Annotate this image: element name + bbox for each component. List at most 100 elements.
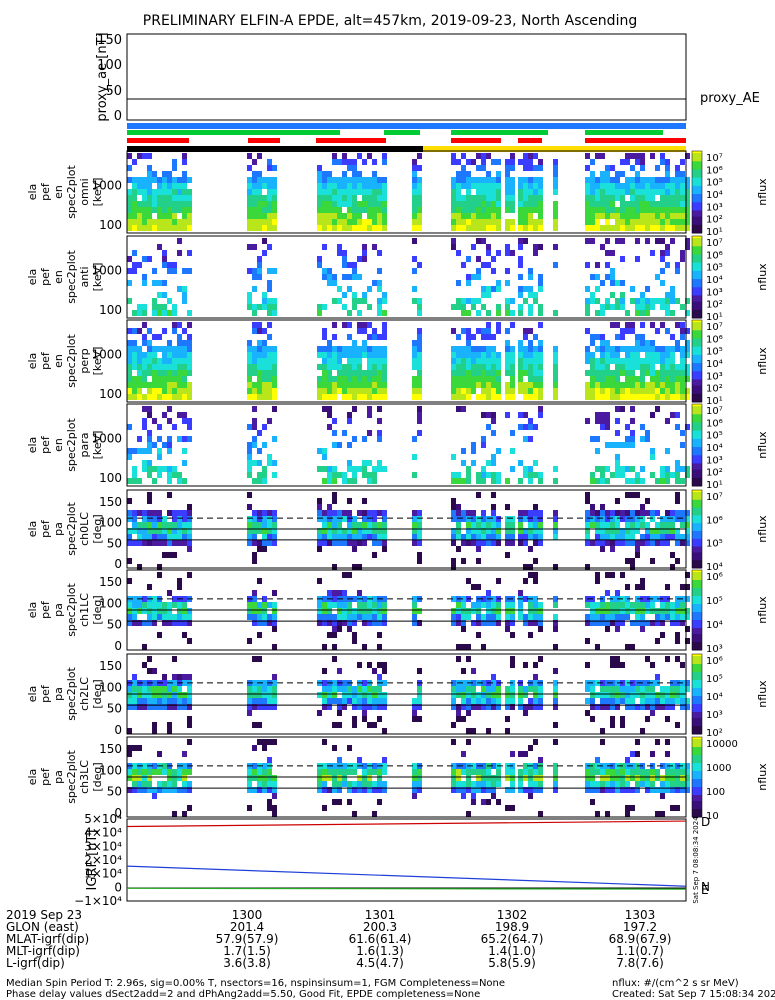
heatmap-cell	[553, 686, 558, 692]
heatmap-cell	[152, 334, 157, 340]
heatmap-cell	[332, 492, 337, 498]
heatmap-cell	[610, 769, 615, 775]
heatmap-cell	[187, 608, 192, 614]
heatmap-cell	[247, 454, 252, 460]
heatmap-cell	[357, 322, 362, 328]
heatmap-cell	[538, 406, 543, 412]
colorbar-cell	[692, 246, 702, 249]
heatmap-cell	[585, 328, 590, 334]
heatmap-cell	[675, 769, 680, 775]
heatmap-cell	[377, 418, 382, 424]
heatmap-cell	[615, 334, 620, 340]
heatmap-cell	[533, 472, 538, 478]
heatmap-cell	[252, 352, 257, 358]
heatmap-cell	[476, 704, 481, 710]
heatmap-cell	[680, 584, 685, 590]
heatmap-cell	[670, 225, 675, 231]
heatmap-cell	[152, 177, 157, 183]
heatmap-cell	[267, 534, 272, 540]
colorbar-cell	[692, 244, 702, 247]
heatmap-cell	[660, 358, 665, 364]
heatmap-cell	[327, 171, 332, 177]
colorbar-cell	[692, 256, 702, 260]
heatmap-cell	[177, 177, 182, 183]
heatmap-cell	[590, 370, 595, 376]
heatmap-cell	[272, 376, 277, 382]
heatmap-cell	[451, 698, 456, 704]
heatmap-cell	[640, 165, 645, 171]
heatmap-cell	[327, 207, 332, 213]
heatmap-cell	[660, 534, 665, 540]
heatmap-cell	[167, 442, 172, 448]
heatmap-cell	[528, 177, 533, 183]
heatmap-cell	[685, 763, 690, 769]
heatmap-cell	[476, 328, 481, 334]
heatmap-cell	[456, 334, 461, 340]
heatmap-cell	[167, 540, 172, 546]
heatmap-cell	[528, 564, 533, 570]
heatmap-cell	[528, 346, 533, 352]
heatmap-cell	[533, 388, 538, 394]
heatmap-cell	[655, 238, 660, 244]
heatmap-cell	[660, 388, 665, 394]
heatmap-cell	[137, 394, 142, 400]
heatmap-cell	[505, 358, 510, 364]
heatmap-cell	[337, 781, 342, 787]
heatmap-cell	[252, 775, 257, 781]
heatmap-cell	[367, 225, 372, 231]
heatmap-cell	[553, 626, 558, 632]
heatmap-cell	[352, 620, 357, 626]
heatmap-cell	[553, 596, 558, 602]
heatmap-cell	[486, 698, 491, 704]
colorbar-cell	[692, 283, 702, 286]
heatmap-cell	[162, 608, 167, 614]
heatmap-cell	[625, 328, 630, 334]
heatmap-cell	[533, 510, 538, 516]
colorbar-tick: 10²	[706, 215, 723, 226]
heatmap-cell	[412, 596, 417, 602]
heatmap-cell	[262, 177, 267, 183]
heatmap-cell	[382, 757, 387, 763]
heatmap-cell	[461, 328, 466, 334]
heatmap-cell	[635, 207, 640, 213]
heatmap-cell	[466, 177, 471, 183]
heatmap-cell	[486, 424, 491, 430]
heatmap-cell	[132, 189, 137, 195]
heatmap-cell	[352, 225, 357, 231]
colorbar-cell	[692, 442, 702, 446]
heatmap-cell	[590, 781, 595, 787]
colorbar-cell	[692, 373, 702, 376]
heatmap-cell	[610, 201, 615, 207]
heatmap-cell	[585, 540, 590, 546]
heatmap-cell	[640, 219, 645, 225]
heatmap-cell	[257, 522, 262, 528]
heatmap-cell	[670, 775, 675, 781]
heatmap-cell	[152, 704, 157, 710]
colorbar-cell	[692, 430, 702, 434]
heatmap-cell	[538, 540, 543, 546]
heatmap-cell	[327, 358, 332, 364]
heatmap-cell	[620, 614, 625, 620]
heatmap-cell	[491, 793, 496, 799]
heatmap-cell	[615, 602, 620, 608]
panel-ylabel-line: ch1LC	[78, 593, 91, 627]
heatmap-cell	[510, 466, 515, 472]
heatmap-cell	[152, 722, 157, 728]
heatmap-cell	[620, 442, 625, 448]
heatmap-cell	[610, 781, 615, 787]
heatmap-cell	[147, 201, 152, 207]
heatmap-cell	[476, 225, 481, 231]
heatmap-cell	[357, 358, 362, 364]
heatmap-cell	[247, 504, 252, 510]
heatmap-cell	[177, 436, 182, 442]
heatmap-cell	[461, 207, 466, 213]
heatmap-cell	[347, 698, 352, 704]
heatmap-cell	[257, 430, 262, 436]
heatmap-cell	[167, 478, 172, 484]
colorbar-frame	[691, 653, 703, 735]
colorbar-cell	[692, 424, 702, 428]
heatmap-cell	[528, 686, 533, 692]
heatmap-cell	[635, 298, 640, 304]
colorbar-cell	[692, 230, 702, 234]
heatmap-cell	[342, 195, 347, 201]
